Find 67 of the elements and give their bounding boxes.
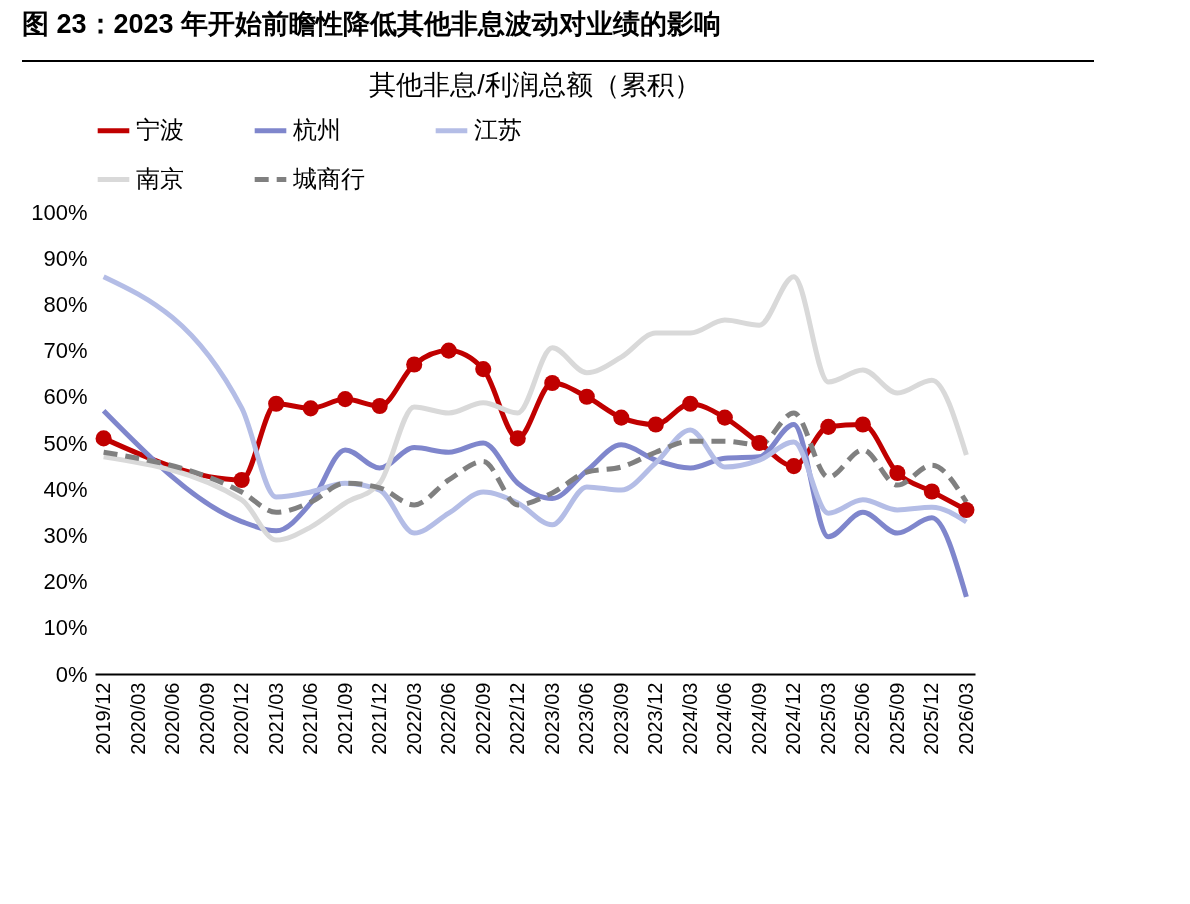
point (578, 388, 595, 405)
point (440, 342, 457, 359)
point (371, 397, 388, 415)
point (95, 430, 112, 447)
x-tick-label: 2024/09 (747, 682, 770, 755)
point (475, 361, 492, 378)
point (682, 395, 699, 412)
legend-label: 宁波 (136, 115, 184, 143)
point (647, 416, 664, 433)
y-tick-label: 40% (43, 476, 88, 502)
x-tick-label: 2021/12 (368, 682, 391, 755)
y-tick-label: 100% (31, 199, 88, 225)
y-tick-label: 80% (43, 291, 88, 317)
point (337, 391, 354, 408)
x-tick-label: 2026/03 (954, 682, 977, 755)
legend-label: 城商行 (292, 164, 365, 192)
x-tick-label: 2022/12 (506, 682, 529, 755)
y-tick-label: 30% (43, 522, 88, 548)
x-tick-label: 2024/03 (678, 682, 701, 755)
y-tick-label: 20% (43, 569, 88, 595)
x-tick-label: 2022/09 (471, 682, 494, 755)
point (406, 356, 423, 373)
point (716, 409, 733, 426)
x-tick-label: 2023/09 (609, 682, 632, 755)
x-tick-label: 2019/12 (92, 682, 115, 755)
x-tick-label: 2022/06 (437, 682, 460, 755)
x-tick-label: 2024/06 (713, 682, 736, 755)
point (268, 395, 285, 412)
x-tick-label: 2022/03 (402, 682, 425, 755)
legend-label: 杭州 (292, 115, 341, 143)
legend-label: 江苏 (474, 115, 522, 143)
x-tick-label: 2020/03 (126, 682, 149, 755)
x-tick-label: 2021/06 (299, 682, 322, 755)
point (544, 374, 561, 391)
x-tick-label: 2023/03 (540, 682, 563, 755)
x-tick-label: 2025/03 (816, 682, 839, 755)
x-tick-label: 2021/09 (333, 682, 356, 755)
y-tick-label: 70% (43, 338, 88, 364)
x-tick-label: 2025/06 (851, 682, 874, 755)
point (958, 501, 975, 519)
y-tick-label: 10% (43, 615, 88, 641)
chart-subtitle: 其他非息/利润总额（累积） (369, 70, 701, 100)
x-tick-label: 2025/12 (920, 682, 943, 755)
x-tick-label: 2021/03 (264, 682, 287, 755)
chart-title: 图 23：2023 年开始前瞻性降低其他非息波动对业绩的影响 (22, 6, 1094, 62)
y-tick-label: 90% (43, 245, 88, 271)
point (302, 400, 319, 417)
x-tick-label: 2020/09 (195, 682, 218, 755)
point (509, 430, 526, 447)
x-tick-label: 2020/06 (161, 682, 184, 755)
x-tick-label: 2020/12 (230, 682, 253, 755)
point (233, 471, 250, 489)
y-tick-label: 0% (55, 661, 88, 687)
point (820, 418, 837, 435)
point (923, 483, 940, 500)
point (751, 434, 768, 452)
y-tick-label: 50% (43, 430, 88, 456)
point (613, 409, 630, 426)
x-tick-label: 2024/12 (782, 682, 805, 755)
x-tick-label: 2023/06 (575, 682, 598, 755)
x-tick-label: 2023/12 (644, 682, 667, 755)
point (854, 416, 871, 433)
x-tick-label: 2025/09 (885, 682, 908, 755)
y-tick-label: 60% (43, 384, 88, 410)
legend-label: 南京 (136, 164, 184, 192)
point (785, 458, 802, 475)
point (889, 464, 906, 482)
